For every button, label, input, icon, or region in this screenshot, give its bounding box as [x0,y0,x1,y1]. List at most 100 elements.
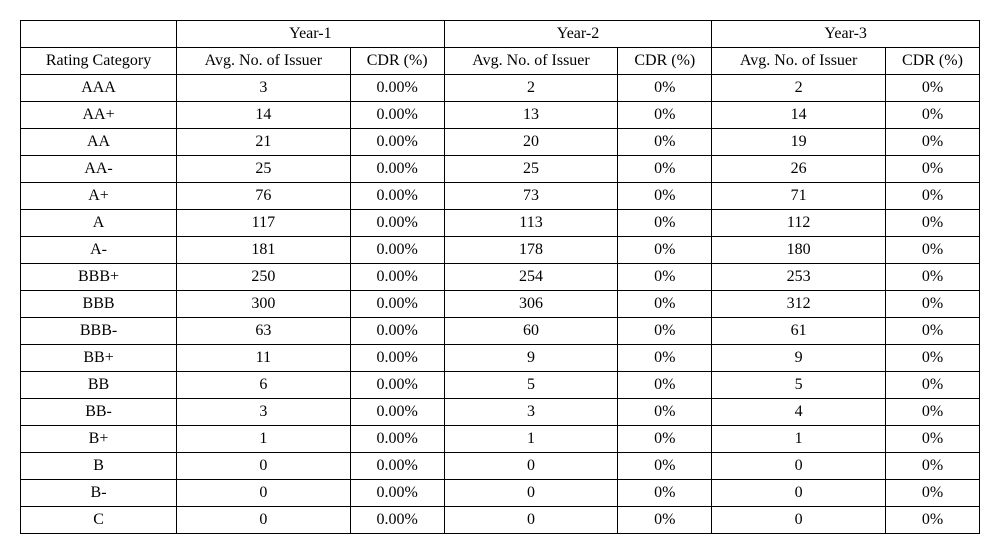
table-row: B00.00%00%00% [21,453,980,480]
table-row: BB+110.00%90%90% [21,345,980,372]
y1-issuer-cell: 76 [177,183,351,210]
y3-cdr-cell: 0% [885,210,979,237]
y2-cdr-cell: 0% [618,399,712,426]
y2-issuer-cell: 113 [444,210,618,237]
table-row: B-00.00%00%00% [21,480,980,507]
y1-cdr-header: CDR (%) [350,48,444,75]
y2-cdr-cell: 0% [618,75,712,102]
y3-cdr-cell: 0% [885,453,979,480]
y1-cdr-cell: 0.00% [350,426,444,453]
y3-cdr-cell: 0% [885,102,979,129]
y2-cdr-cell: 0% [618,507,712,534]
y1-cdr-cell: 0.00% [350,399,444,426]
table-row: C00.00%00%00% [21,507,980,534]
y2-cdr-cell: 0% [618,183,712,210]
y1-cdr-cell: 0.00% [350,129,444,156]
y2-cdr-cell: 0% [618,102,712,129]
table-row: A+760.00%730%710% [21,183,980,210]
table-row: BB-30.00%30%40% [21,399,980,426]
y3-issuer-header: Avg. No. of Issuer [712,48,886,75]
y3-cdr-cell: 0% [885,426,979,453]
y3-issuer-cell: 312 [712,291,886,318]
y2-issuer-cell: 178 [444,237,618,264]
y2-issuer-cell: 3 [444,399,618,426]
y1-cdr-cell: 0.00% [350,507,444,534]
y3-cdr-cell: 0% [885,156,979,183]
blank-header [21,21,177,48]
y2-cdr-cell: 0% [618,156,712,183]
y1-issuer-cell: 1 [177,426,351,453]
y3-cdr-cell: 0% [885,129,979,156]
y2-cdr-cell: 0% [618,291,712,318]
y3-cdr-cell: 0% [885,507,979,534]
y1-cdr-cell: 0.00% [350,75,444,102]
y1-issuer-cell: 250 [177,264,351,291]
y1-cdr-cell: 0.00% [350,345,444,372]
rating-cell: BBB- [21,318,177,345]
y2-issuer-header: Avg. No. of Issuer [444,48,618,75]
table-row: BBB3000.00%3060%3120% [21,291,980,318]
y2-cdr-cell: 0% [618,453,712,480]
y3-cdr-header: CDR (%) [885,48,979,75]
year-3-header: Year-3 [712,21,980,48]
y1-cdr-cell: 0.00% [350,264,444,291]
y2-cdr-cell: 0% [618,426,712,453]
y3-cdr-cell: 0% [885,264,979,291]
table-row: B+10.00%10%10% [21,426,980,453]
y2-issuer-cell: 0 [444,507,618,534]
y2-issuer-cell: 0 [444,453,618,480]
rating-header: Rating Category [21,48,177,75]
y2-cdr-cell: 0% [618,129,712,156]
y3-cdr-cell: 0% [885,480,979,507]
rating-cell: AAA [21,75,177,102]
rating-cell: A+ [21,183,177,210]
y2-issuer-cell: 2 [444,75,618,102]
y2-issuer-cell: 9 [444,345,618,372]
y1-issuer-cell: 3 [177,399,351,426]
y3-cdr-cell: 0% [885,75,979,102]
y2-issuer-cell: 306 [444,291,618,318]
table-row: AA210.00%200%190% [21,129,980,156]
table-row: BBB+2500.00%2540%2530% [21,264,980,291]
y3-cdr-cell: 0% [885,291,979,318]
y3-issuer-cell: 112 [712,210,886,237]
rating-cell: BB- [21,399,177,426]
y2-issuer-cell: 5 [444,372,618,399]
y3-cdr-cell: 0% [885,318,979,345]
rating-cell: BB+ [21,345,177,372]
rating-cdr-table: Year-1 Year-2 Year-3 Rating Category Avg… [20,20,980,534]
y2-cdr-cell: 0% [618,372,712,399]
table-row: A-1810.00%1780%1800% [21,237,980,264]
y3-cdr-cell: 0% [885,237,979,264]
y1-issuer-cell: 0 [177,453,351,480]
y3-issuer-cell: 19 [712,129,886,156]
y3-issuer-cell: 0 [712,507,886,534]
y2-cdr-cell: 0% [618,264,712,291]
table-row: AA+140.00%130%140% [21,102,980,129]
y3-cdr-cell: 0% [885,372,979,399]
rating-cell: B- [21,480,177,507]
y1-issuer-cell: 25 [177,156,351,183]
y2-issuer-cell: 60 [444,318,618,345]
y1-cdr-cell: 0.00% [350,183,444,210]
y3-cdr-cell: 0% [885,345,979,372]
y2-issuer-cell: 0 [444,480,618,507]
y3-issuer-cell: 9 [712,345,886,372]
year-2-header: Year-2 [444,21,712,48]
rating-cell: B+ [21,426,177,453]
rating-cell: BBB+ [21,264,177,291]
y3-issuer-cell: 61 [712,318,886,345]
y1-issuer-cell: 6 [177,372,351,399]
table-row: AAA30.00%20%20% [21,75,980,102]
y3-cdr-cell: 0% [885,183,979,210]
y1-issuer-cell: 0 [177,507,351,534]
y3-issuer-cell: 26 [712,156,886,183]
table-body: AAA30.00%20%20%AA+140.00%130%140%AA210.0… [21,75,980,534]
y3-issuer-cell: 2 [712,75,886,102]
y2-issuer-cell: 73 [444,183,618,210]
rating-cell: AA- [21,156,177,183]
y1-issuer-cell: 3 [177,75,351,102]
y2-cdr-cell: 0% [618,345,712,372]
y1-issuer-cell: 0 [177,480,351,507]
y2-issuer-cell: 20 [444,129,618,156]
